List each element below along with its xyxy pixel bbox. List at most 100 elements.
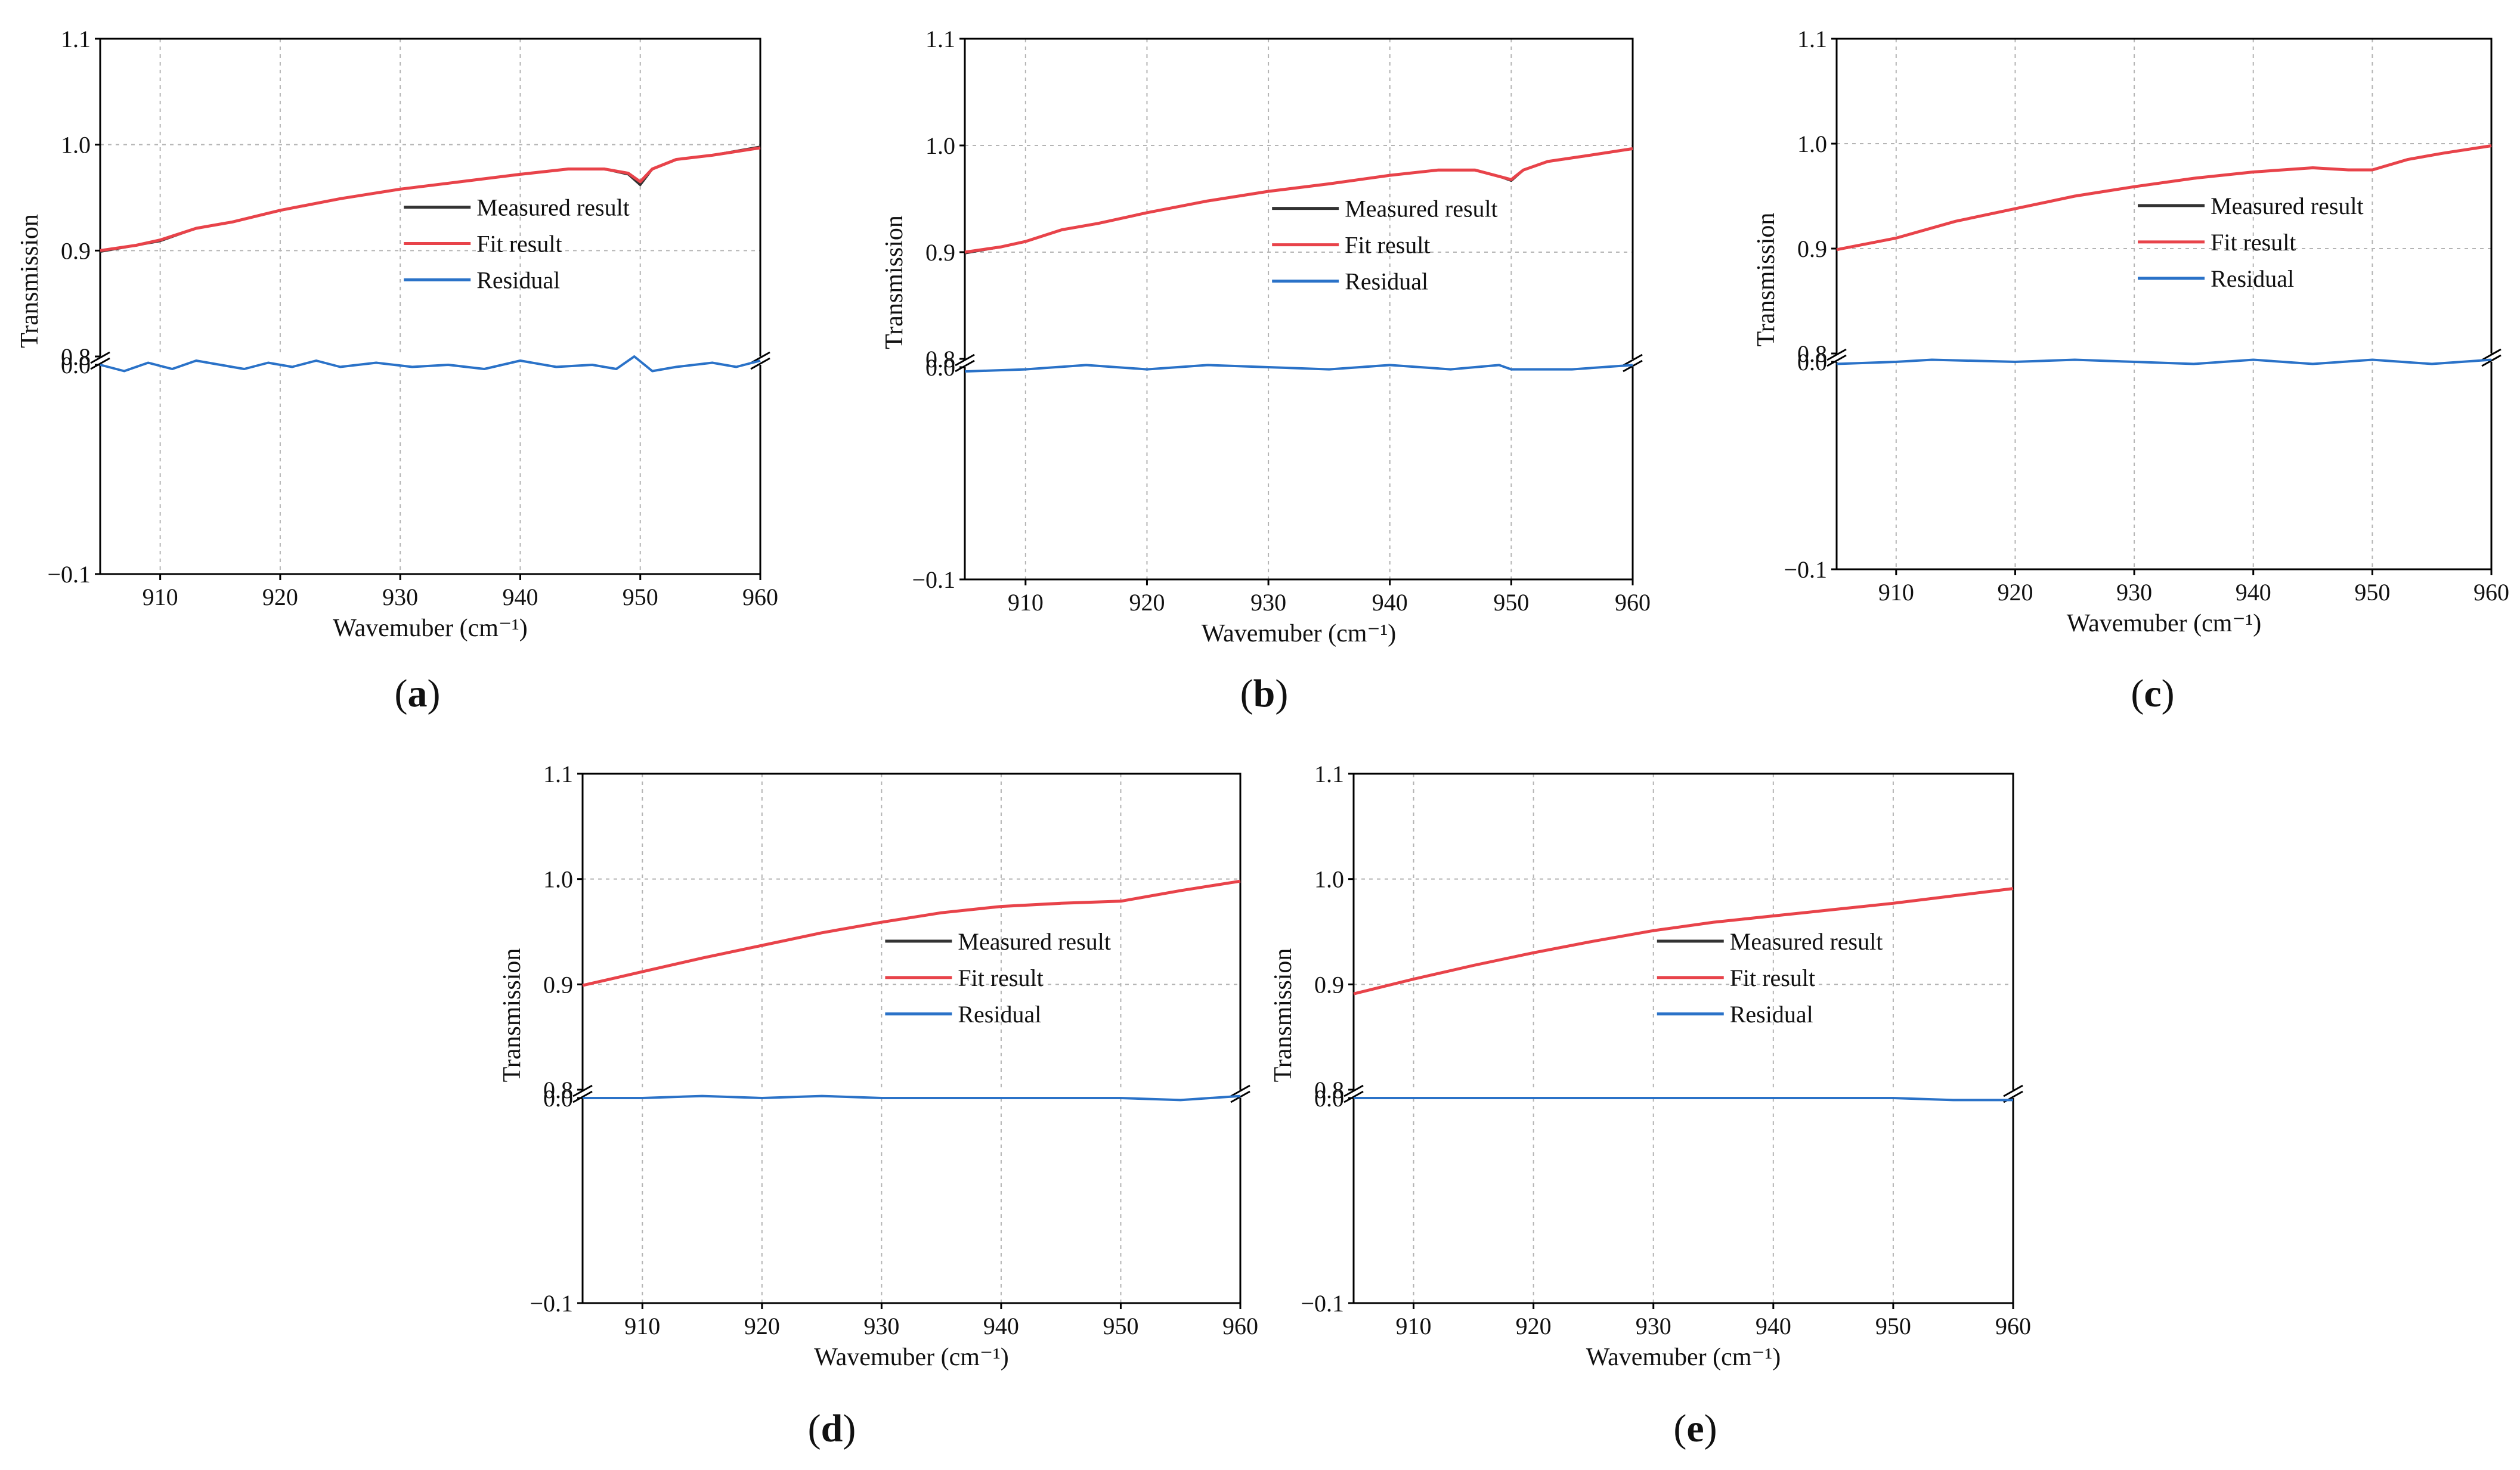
y-tick-label: 1.1 bbox=[61, 26, 91, 52]
legend-label: Fit result bbox=[476, 230, 562, 257]
series-line-residual bbox=[583, 1094, 1241, 1102]
lower-frame bbox=[1835, 362, 2493, 570]
y-tick-label: 0.0 bbox=[1314, 1085, 1344, 1112]
series-line-measured-result bbox=[964, 147, 1633, 255]
legend: Measured result Fit result Residual bbox=[1272, 196, 1498, 295]
x-tick-label: 940 bbox=[502, 584, 538, 610]
legend-label: Measured result bbox=[1345, 196, 1498, 222]
x-tick-label: 950 bbox=[1103, 1313, 1138, 1339]
legend-label: Fit result bbox=[1730, 965, 1815, 991]
caption-paren: ) bbox=[1704, 1407, 1717, 1450]
legend-label: Residual bbox=[1345, 268, 1428, 295]
y-tick-label: −0.1 bbox=[1301, 1290, 1344, 1317]
legend-label: Measured result bbox=[2211, 193, 2364, 219]
y-tick-label: −0.1 bbox=[912, 566, 955, 593]
series-line-fit-result bbox=[1353, 887, 2014, 995]
upper-frame bbox=[964, 38, 1634, 359]
panel-caption: (c) bbox=[2131, 672, 2174, 715]
axis-break-mark bbox=[1826, 348, 1847, 367]
x-tick-label: 950 bbox=[1875, 1313, 1911, 1339]
gridlines bbox=[100, 39, 760, 574]
y-tick-label: 0.8 bbox=[925, 346, 955, 373]
break-stroke bbox=[955, 353, 975, 367]
series bbox=[582, 879, 1241, 1102]
x-tick-label: 950 bbox=[1493, 589, 1529, 616]
break-stroke bbox=[2481, 348, 2502, 361]
series-line-fit-result bbox=[964, 147, 1633, 254]
series-line-residual bbox=[1836, 358, 2492, 365]
y-ticks: 0.8 0.9 1.0 1.1 −0.1 0.0 bbox=[912, 26, 965, 593]
legend: Measured result Fit result Residual bbox=[2138, 193, 2364, 292]
caption-paren: ) bbox=[1275, 672, 1288, 715]
x-ticks: 910 920 930 940 950 960 bbox=[1008, 579, 1651, 616]
y-tick-label: 0.8 bbox=[1797, 340, 1827, 367]
y-tick-label: 0.8 bbox=[543, 1077, 573, 1103]
x-tick-label: 940 bbox=[983, 1313, 1019, 1339]
gridlines bbox=[1837, 39, 2491, 569]
caption-paren: ( bbox=[808, 1407, 821, 1450]
x-tick-label: 960 bbox=[1995, 1313, 2031, 1339]
x-ticks: 910 920 930 940 950 960 bbox=[1878, 569, 2509, 606]
caption-letter: e bbox=[1686, 1407, 1704, 1450]
y-ticks: 0.8 0.9 1.0 1.1 −0.1 0.0 bbox=[47, 26, 100, 588]
x-axis-title: Wavemuber (cm⁻¹) bbox=[814, 1344, 1008, 1371]
caption-letter: a bbox=[408, 672, 428, 715]
x-axis-title: Wavemuber (cm⁻¹) bbox=[1586, 1344, 1781, 1371]
y-tick-label: 1.0 bbox=[925, 132, 955, 159]
x-axis-title: Wavemuber (cm⁻¹) bbox=[2067, 610, 2261, 637]
axes-frame bbox=[581, 773, 1242, 1304]
break-stroke bbox=[572, 1084, 593, 1097]
upper-frame bbox=[581, 773, 1242, 1090]
panel-d: 0.8 0.9 1.0 1.1 −0.1 0.0 910 920 930 940 950 960 Wav… bbox=[499, 761, 1258, 1450]
x-tick-label: 960 bbox=[1222, 1313, 1258, 1339]
break-stroke bbox=[90, 351, 110, 364]
lower-frame bbox=[99, 365, 761, 575]
y-tick-label: 0.0 bbox=[925, 354, 955, 381]
legend-label: Fit result bbox=[1345, 232, 1430, 259]
x-tick-label: 930 bbox=[2116, 579, 2152, 606]
break-stroke bbox=[750, 357, 770, 370]
panel-e: 0.8 0.9 1.0 1.1 −0.1 0.0 910 920 930 940 950 960 Wav… bbox=[1270, 761, 2031, 1450]
caption-letter: c bbox=[2144, 672, 2161, 715]
y-tick-label: 0.8 bbox=[61, 343, 91, 370]
series-line-residual bbox=[1354, 1097, 2013, 1102]
x-tick-label: 930 bbox=[863, 1313, 899, 1339]
axis-break-mark bbox=[955, 353, 975, 373]
x-tick-label: 930 bbox=[1636, 1313, 1671, 1339]
series-line-fit-result bbox=[1836, 144, 2492, 252]
panel-b: 0.8 0.9 1.0 1.1 −0.1 0.0 910 920 930 940 950 960 Wav… bbox=[881, 26, 1651, 715]
axes-frame bbox=[99, 38, 761, 575]
break-stroke bbox=[1230, 1084, 1250, 1097]
upper-frame bbox=[1352, 773, 2014, 1090]
x-tick-label: 930 bbox=[1250, 589, 1286, 616]
y-axis-title: Transmission bbox=[16, 214, 44, 348]
x-tick-label: 950 bbox=[2354, 579, 2390, 606]
y-ticks: 0.8 0.9 1.0 1.1 −0.1 0.0 bbox=[530, 761, 583, 1317]
x-ticks: 910 920 930 940 950 960 bbox=[624, 1303, 1258, 1339]
x-tick-label: 920 bbox=[744, 1313, 780, 1339]
break-stroke bbox=[2003, 1084, 2023, 1097]
x-tick-label: 920 bbox=[262, 584, 298, 610]
x-tick-label: 920 bbox=[1516, 1313, 1552, 1339]
legend: Measured result Fit result Residual bbox=[885, 928, 1111, 1028]
x-tick-label: 920 bbox=[1129, 589, 1165, 616]
series-line-residual bbox=[964, 364, 1633, 373]
series bbox=[1353, 887, 2014, 1102]
panel-caption: (d) bbox=[808, 1407, 856, 1450]
y-tick-label: 1.0 bbox=[1314, 866, 1344, 893]
x-ticks: 910 920 930 940 950 960 bbox=[143, 574, 778, 610]
x-tick-label: 960 bbox=[742, 584, 778, 610]
caption-paren: ) bbox=[428, 672, 441, 715]
legend-label: Measured result bbox=[476, 194, 630, 221]
gridlines bbox=[965, 39, 1633, 579]
x-tick-label: 930 bbox=[382, 584, 418, 610]
y-axis-title: Transmission bbox=[1753, 213, 1780, 347]
x-tick-label: 940 bbox=[1756, 1313, 1791, 1339]
y-tick-label: 0.0 bbox=[543, 1085, 573, 1112]
x-tick-label: 910 bbox=[624, 1313, 660, 1339]
break-stroke bbox=[1826, 348, 1847, 361]
series bbox=[964, 147, 1633, 373]
legend-label: Residual bbox=[476, 266, 560, 293]
x-tick-label: 960 bbox=[1615, 589, 1651, 616]
